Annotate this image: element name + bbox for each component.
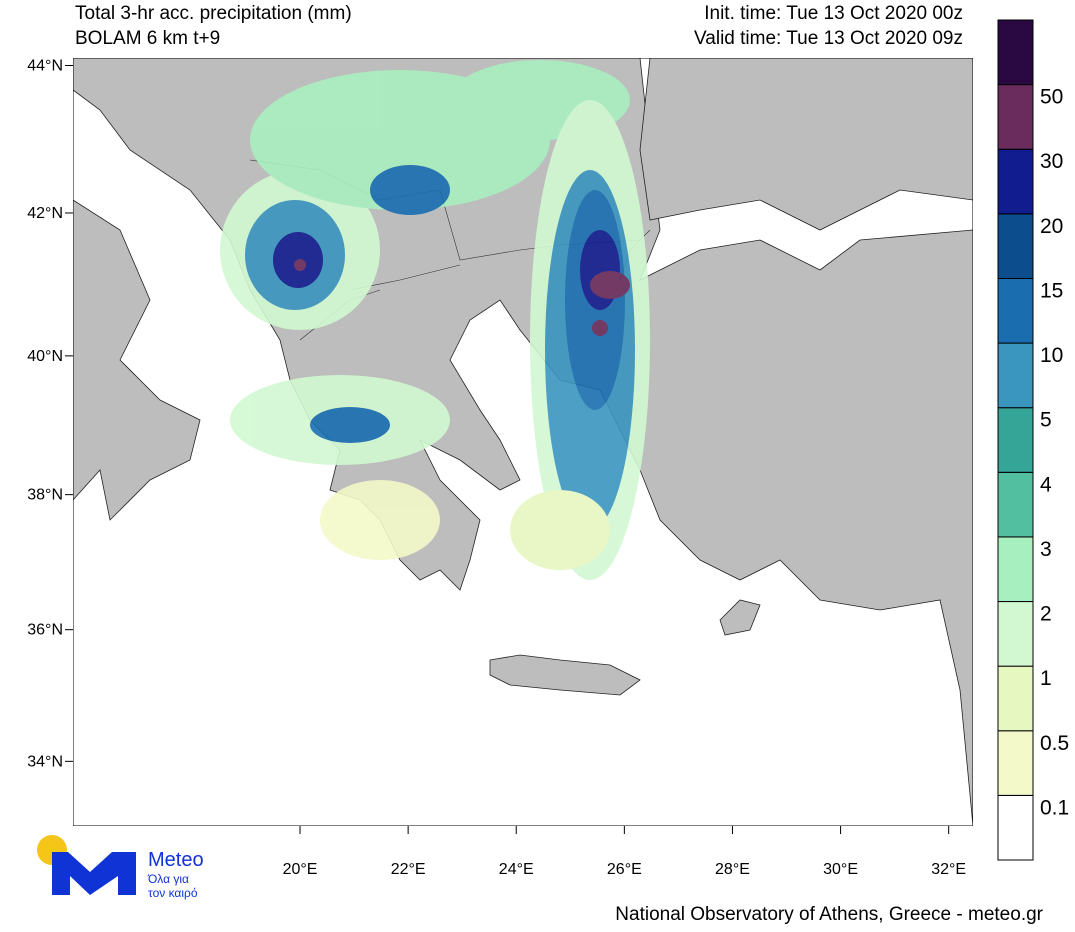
colorbar-bin: [997, 148, 1034, 215]
axes: 20°E 22°E 24°E 26°E 28°E 30°E 32°E 34°N 36°N 38°N…: [27, 58, 966, 878]
x-tick-label: 20°E: [283, 861, 318, 878]
logo-name: Meteo: [148, 849, 204, 871]
map: [73, 58, 973, 826]
init-time: Init. time: Tue 13 Oct 2020 00z: [704, 3, 963, 24]
colorbar-label: 0.5: [1040, 732, 1069, 755]
colorbar-label: 2: [1040, 603, 1052, 626]
colorbar-bin: [997, 730, 1034, 796]
y-tick-label: 36°N: [27, 622, 63, 639]
colorbar-bin: [997, 601, 1034, 667]
logo-tagline: τον καιρό: [148, 886, 198, 900]
y-tick-label: 40°N: [27, 348, 63, 365]
title: Total 3-hr acc. precipitation (mm): [75, 3, 352, 24]
x-tick-label: 26°E: [607, 861, 642, 878]
y-tick-label: 42°N: [27, 205, 63, 222]
colorbar-bin: [997, 794, 1034, 861]
valid-time: Valid time: Tue 13 Oct 2020 09z: [694, 28, 963, 49]
colorbar: 0.1 0.5 1 2 3 4 5 10 15 20 30 50: [997, 19, 1069, 861]
colorbar-label: 50: [1040, 86, 1063, 109]
y-tick-label: 44°N: [27, 58, 63, 75]
colorbar-bin: [997, 471, 1034, 538]
colorbar-label: 20: [1040, 215, 1063, 238]
colorbar-label: 10: [1040, 344, 1063, 367]
colorbar-bin: [997, 213, 1034, 279]
logo-tagline: Όλα για: [147, 872, 189, 886]
colorbar-label: 3: [1040, 538, 1052, 561]
precipitation: [220, 60, 650, 580]
x-tick-label: 28°E: [715, 861, 750, 878]
colorbar-label: 0.1: [1040, 796, 1069, 819]
x-tick-label: 30°E: [823, 861, 858, 878]
colorbar-label: 1: [1040, 667, 1052, 690]
colorbar-bin: [997, 84, 1034, 150]
colorbar-bin: [997, 277, 1034, 344]
x-tick-label: 32°E: [931, 861, 966, 878]
x-tick-label: 24°E: [499, 861, 534, 878]
colorbar-bin: [997, 342, 1034, 409]
colorbar-label: 4: [1040, 473, 1052, 496]
colorbar-label: 15: [1040, 279, 1063, 302]
colorbar-bin: [997, 536, 1034, 603]
y-tick-label: 34°N: [27, 753, 63, 770]
colorbar-bin: [997, 19, 1034, 86]
logo-mark: [52, 852, 136, 895]
x-tick-label: 22°E: [391, 861, 426, 878]
colorbar-bin: [997, 665, 1034, 732]
subtitle: BOLAM 6 km t+9: [75, 28, 220, 49]
y-tick-label: 38°N: [27, 487, 63, 504]
footer: National Observatory of Athens, Greece -…: [615, 904, 1043, 925]
colorbar-label: 30: [1040, 150, 1063, 173]
colorbar-bin: [997, 407, 1034, 473]
logo: Meteo Όλα για τον καιρό: [37, 835, 204, 900]
colorbar-label: 5: [1040, 409, 1052, 432]
